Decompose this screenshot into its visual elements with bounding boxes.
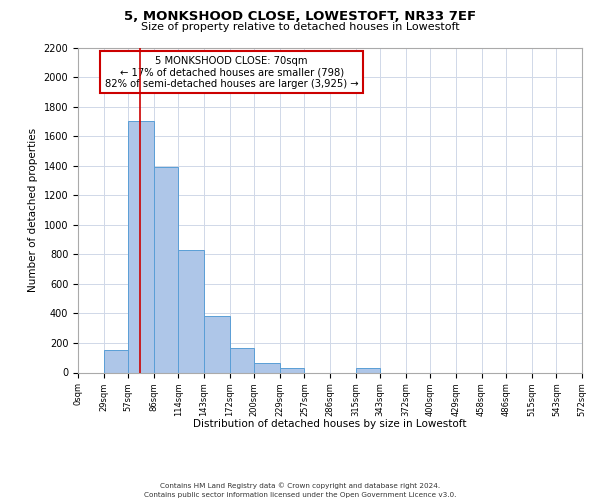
Bar <box>204 316 230 372</box>
Text: Contains HM Land Registry data © Crown copyright and database right 2024.
Contai: Contains HM Land Registry data © Crown c… <box>144 482 456 498</box>
Bar <box>178 250 204 372</box>
Bar <box>154 167 178 372</box>
Bar <box>128 122 154 372</box>
Bar <box>356 368 380 372</box>
Text: 5 MONKSHOOD CLOSE: 70sqm
← 17% of detached houses are smaller (798)
82% of semi-: 5 MONKSHOOD CLOSE: 70sqm ← 17% of detach… <box>105 56 359 89</box>
Bar <box>254 363 280 372</box>
Text: 5, MONKSHOOD CLOSE, LOWESTOFT, NR33 7EF: 5, MONKSHOOD CLOSE, LOWESTOFT, NR33 7EF <box>124 10 476 23</box>
Bar <box>230 348 254 372</box>
Bar <box>280 368 304 372</box>
Bar <box>104 350 128 372</box>
Text: Size of property relative to detached houses in Lowestoft: Size of property relative to detached ho… <box>140 22 460 32</box>
Y-axis label: Number of detached properties: Number of detached properties <box>28 128 38 292</box>
X-axis label: Distribution of detached houses by size in Lowestoft: Distribution of detached houses by size … <box>193 419 467 429</box>
